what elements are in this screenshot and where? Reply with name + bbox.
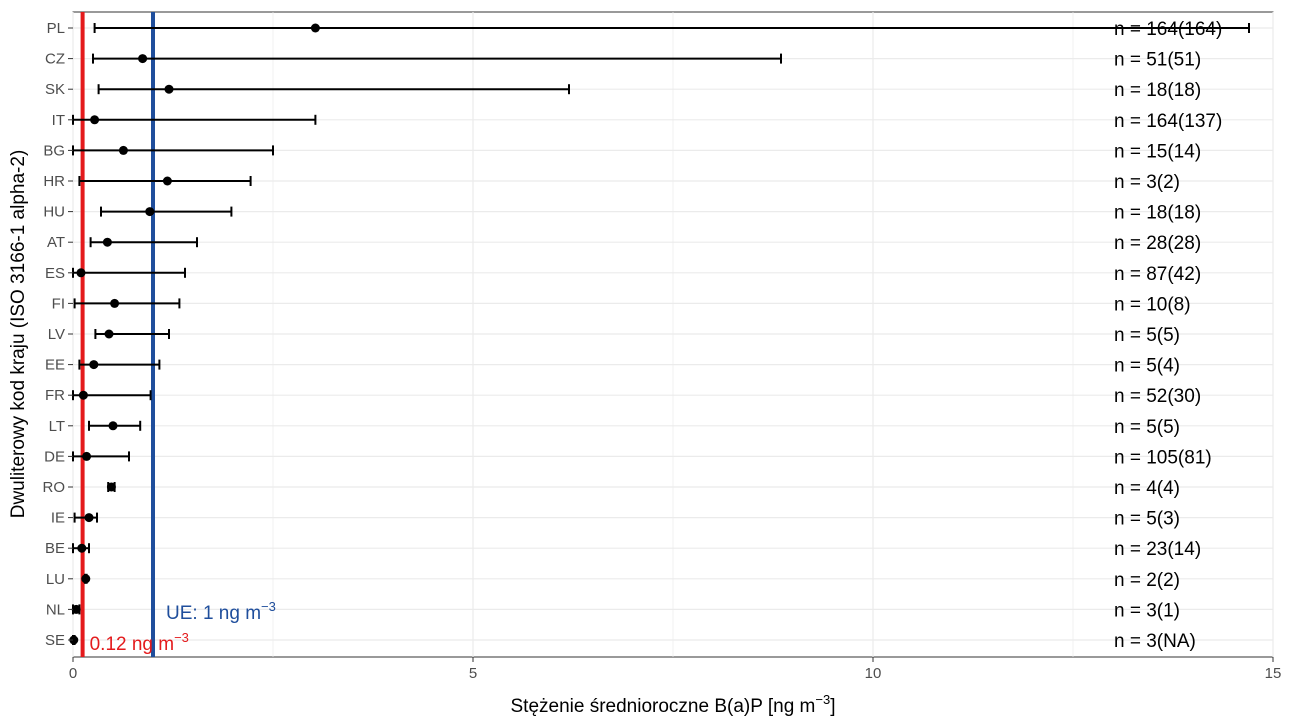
n-label: n = 15(14) — [1114, 141, 1201, 162]
mean-point — [69, 635, 79, 645]
n-label: n = 4(4) — [1114, 478, 1180, 499]
y-tick-label: LU — [46, 571, 65, 588]
x-tick-label: 10 — [865, 665, 882, 682]
y-tick-label: SK — [45, 81, 65, 98]
n-label: n = 10(8) — [1114, 294, 1191, 315]
mean-point — [81, 574, 91, 584]
mean-point — [108, 421, 118, 431]
mean-point — [162, 176, 172, 186]
mean-point — [310, 23, 320, 33]
mean-point — [84, 513, 94, 523]
mean-point — [104, 329, 114, 339]
y-tick-label: LV — [48, 326, 65, 343]
mean-point — [145, 207, 155, 217]
mean-point — [78, 390, 88, 400]
n-label: n = 5(4) — [1114, 356, 1180, 377]
mean-point — [77, 543, 87, 553]
y-tick-label: HR — [43, 173, 65, 190]
mean-point — [138, 54, 148, 64]
y-tick-label: IT — [52, 112, 65, 129]
n-label: n = 18(18) — [1114, 80, 1201, 101]
y-tick-label: BE — [45, 540, 65, 557]
n-label: n = 164(137) — [1114, 111, 1222, 132]
error-bars — [72, 23, 1250, 645]
y-tick-label: PL — [47, 20, 65, 37]
mean-point — [110, 298, 120, 308]
reference-line-label-sup: −3 — [174, 630, 189, 645]
n-label: n = 87(42) — [1114, 264, 1201, 285]
x-axis-title-sup: −3 — [815, 692, 830, 707]
x-axis-title-main: Stężenie średnioroczne B(a)P [ng m — [511, 696, 816, 717]
n-label: n = 51(51) — [1114, 50, 1201, 71]
n-label: n = 28(28) — [1114, 233, 1201, 254]
n-label: n = 2(2) — [1114, 570, 1180, 591]
n-labels: n = 164(164) n = 51(51) n = 18(18) n = 164(… — [1114, 19, 1222, 652]
n-label: n = 3(2) — [1114, 172, 1180, 193]
mean-point — [90, 115, 100, 125]
y-tick-label: LT — [49, 418, 65, 435]
n-label: n = 164(164) — [1114, 19, 1222, 40]
mean-point — [76, 268, 86, 278]
y-tick-label: EE — [45, 357, 65, 374]
y-tick-label: FI — [52, 295, 65, 312]
y-tick-label: IE — [51, 510, 65, 527]
y-tick-label: SE — [45, 632, 65, 649]
reference-line-label-main: UE: 1 ng m — [166, 603, 261, 624]
x-tick-label: 5 — [469, 665, 477, 682]
n-label: n = 105(81) — [1114, 447, 1212, 468]
mean-point — [164, 84, 174, 94]
mean-point — [118, 145, 128, 155]
mean-point — [82, 451, 92, 461]
x-axis-title: Stężenie średnioroczne B(a)P [ng m−3] — [511, 692, 836, 717]
n-label: n = 3(1) — [1114, 600, 1180, 621]
y-tick-label: ES — [45, 265, 65, 282]
y-tick-label: AT — [47, 234, 65, 251]
y-tick-label: BG — [43, 142, 65, 159]
x-axis-title-tail: ] — [830, 696, 835, 717]
mean-points — [69, 23, 320, 645]
mean-point — [89, 360, 99, 370]
reference-line-label: UE: 1 ng m−3 — [166, 599, 276, 624]
y-tick-label: CZ — [45, 51, 65, 68]
mean-point — [71, 604, 81, 614]
reference-line-label-main: 0.12 ng m — [90, 634, 175, 655]
n-label: n = 5(3) — [1114, 509, 1180, 530]
y-tick-label: DE — [44, 448, 65, 465]
y-axis-title: Dwuliterowy kod kraju (ISO 3166-1 alpha-… — [8, 150, 29, 519]
x-tick-label: 0 — [69, 665, 77, 682]
y-tick-label: FR — [45, 387, 65, 404]
reference-labels: 0.12 ng m−3UE: 1 ng m−3 — [90, 599, 276, 655]
x-tick-labels: 0 5 10 15 — [69, 657, 1282, 682]
reference-line-label: 0.12 ng m−3 — [90, 630, 189, 655]
x-tick-label: 15 — [1265, 665, 1282, 682]
n-label: n = 23(14) — [1114, 539, 1201, 560]
y-tick-label: NL — [46, 601, 65, 618]
y-tick-label: HU — [43, 204, 65, 221]
n-label: n = 5(5) — [1114, 417, 1180, 438]
n-label: n = 18(18) — [1114, 203, 1201, 224]
mean-point — [102, 237, 112, 247]
n-label: n = 52(30) — [1114, 386, 1201, 407]
n-label: n = 3(NA) — [1114, 631, 1196, 652]
y-tick-label: RO — [43, 479, 66, 496]
n-label: n = 5(5) — [1114, 325, 1180, 346]
y-tick-labels: PL CZ SK IT BG HR HU AT ES FI LV EE FR LT DE RO IE BE LU NL… — [43, 20, 73, 649]
reference-line-label-sup: −3 — [261, 599, 276, 614]
mean-point — [106, 482, 116, 492]
